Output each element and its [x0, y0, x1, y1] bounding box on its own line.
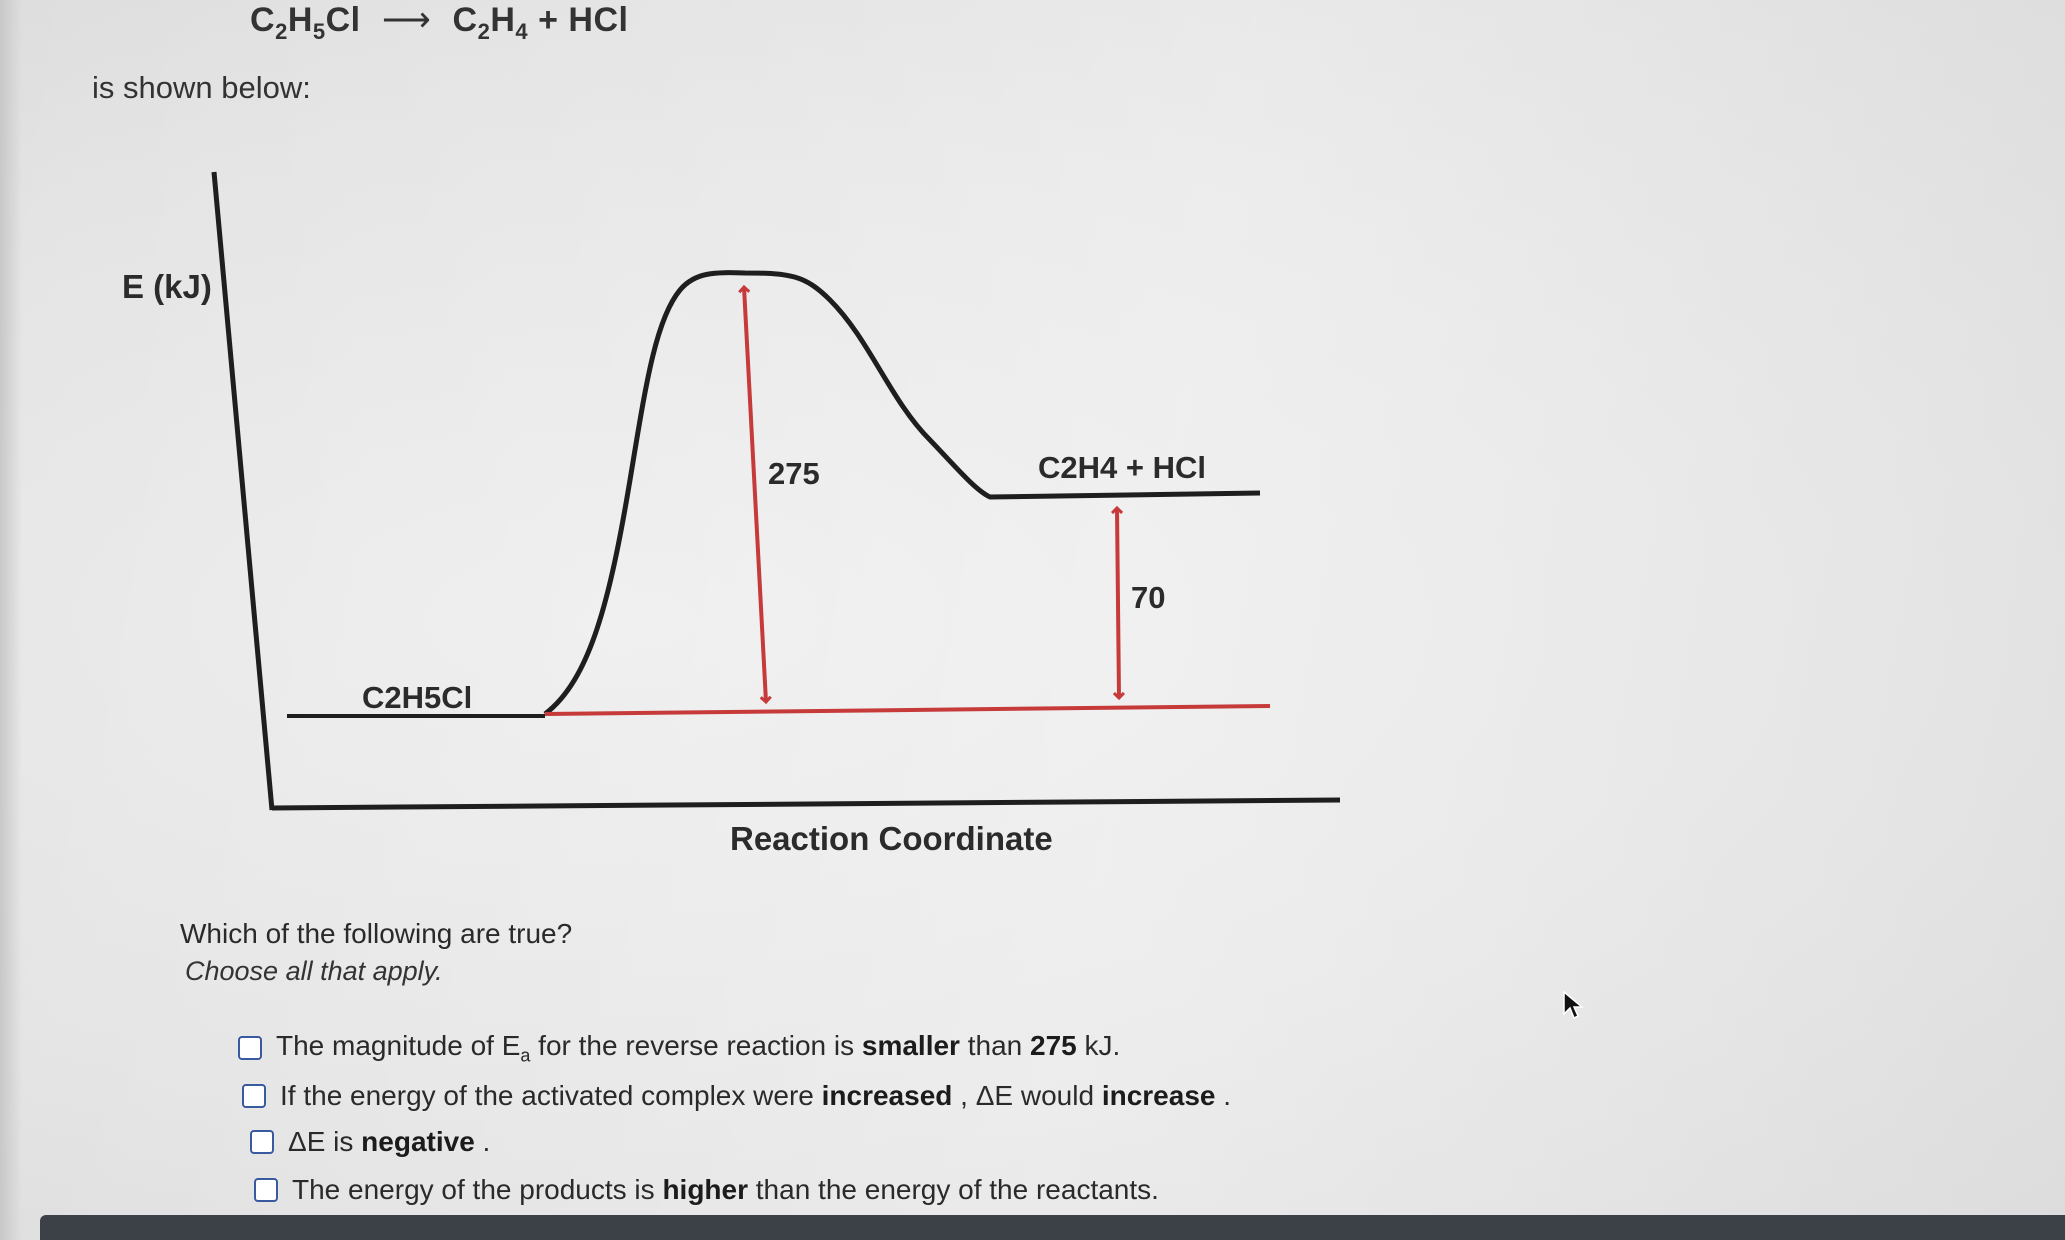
delta-e-label: 70 — [1131, 580, 1165, 615]
activation-energy-arrow — [744, 287, 766, 702]
option-4-label: The energy of the products is higher tha… — [292, 1174, 1159, 1205]
product-level-label: C2H4 + HCl — [1038, 450, 1206, 485]
question-prompt: Which of the following are true? — [180, 918, 573, 949]
reaction-arrow-icon: ⟶ — [381, 1, 432, 39]
option-1-label: The magnitude of Ea for the reverse reac… — [276, 1030, 1121, 1066]
delta-e-arrow — [1117, 508, 1119, 698]
option-2-label: If the energy of the activated complex w… — [280, 1080, 1232, 1111]
option-1[interactable]: The magnitude of Ea for the reverse reac… — [238, 1030, 1120, 1067]
energy-curve — [543, 270, 1261, 716]
eq-reactant: C2H5Cl — [250, 1, 361, 44]
mouse-cursor-icon — [1563, 990, 1584, 1020]
reactant-reference-line — [544, 704, 1271, 716]
bottom-toolbar — [40, 1215, 2065, 1240]
option-1-checkbox[interactable] — [238, 1036, 262, 1061]
reaction-equation: C2H5Cl ⟶ C2H4 + HCl — [250, 0, 628, 45]
screen-edge — [0, 0, 22, 1240]
option-4[interactable]: The energy of the products is higher tha… — [254, 1174, 1159, 1206]
option-2[interactable]: If the energy of the activated complex w… — [242, 1080, 1231, 1112]
eq-product-2: HCl — [568, 1, 629, 39]
eq-product-1: C2H4 — [452, 1, 529, 44]
question-instruction: Choose all that apply. — [185, 956, 443, 986]
x-axis-label: Reaction Coordinate — [730, 820, 1053, 857]
activation-energy-label: 275 — [768, 456, 820, 491]
y-axis-label: E (kJ) — [122, 268, 212, 305]
option-3[interactable]: ΔE is negative . — [250, 1126, 490, 1158]
y-axis — [211, 171, 275, 811]
x-axis — [271, 797, 1341, 811]
option-4-checkbox[interactable] — [254, 1178, 278, 1202]
option-2-checkbox[interactable] — [242, 1084, 266, 1108]
intro-text: is shown below: — [92, 70, 311, 105]
reactant-level-label: C2H5Cl — [362, 680, 472, 715]
option-3-checkbox[interactable] — [250, 1130, 274, 1154]
option-3-label: ΔE is negative . — [288, 1126, 491, 1157]
eq-plus: + — [538, 1, 559, 39]
